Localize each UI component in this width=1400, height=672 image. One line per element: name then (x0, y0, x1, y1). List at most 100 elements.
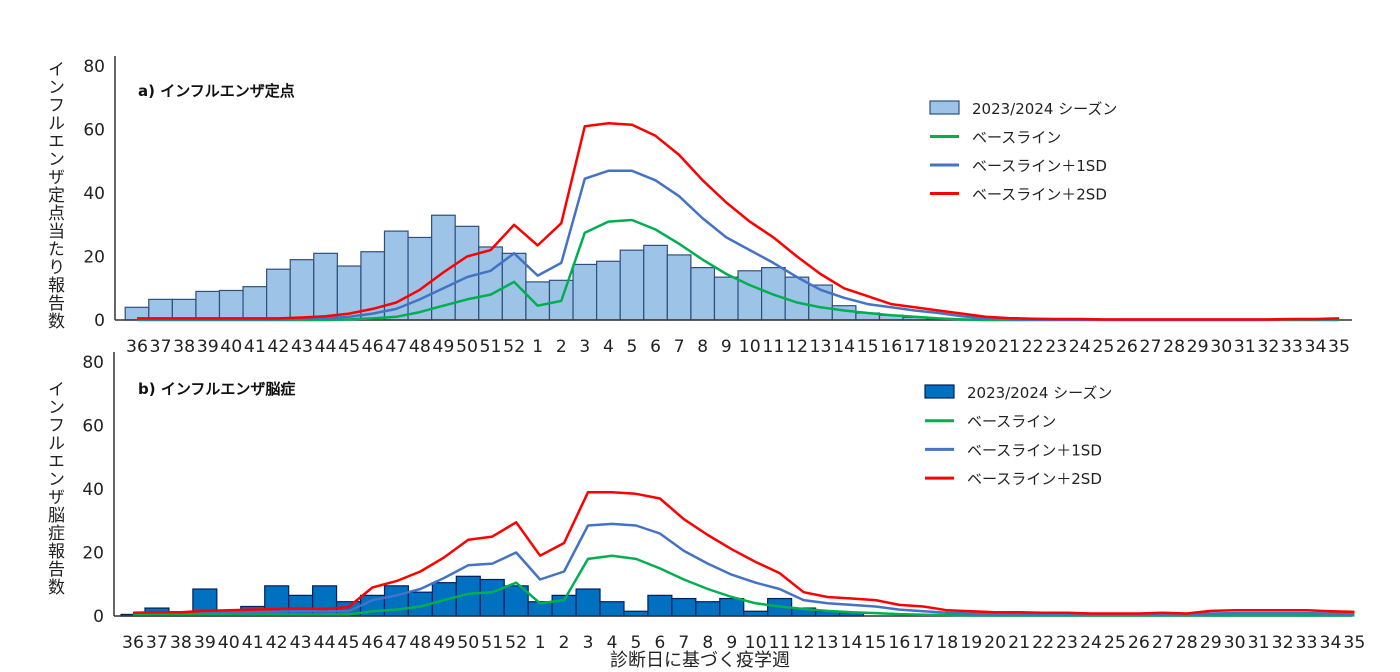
x-tick-label: 49 (432, 337, 454, 357)
x-tick-label: 39 (194, 633, 216, 653)
bar-week-3 (575, 588, 601, 617)
bar-week-43 (288, 594, 314, 617)
x-tick-label: 26 (1116, 337, 1138, 357)
bar-week-38 (171, 298, 197, 321)
bar-week-6 (647, 594, 673, 617)
legend-swatch-bar (924, 384, 955, 399)
x-tick-label: 2 (556, 337, 567, 357)
line-series-baseline-2sd (132, 490, 1355, 615)
x-tick-label: 51 (481, 633, 503, 653)
x-tick-label: 26 (1128, 633, 1150, 653)
x-tick-label: 29 (1187, 337, 1209, 357)
x-tick-label: 17 (912, 633, 934, 653)
bar-week-47 (383, 585, 410, 617)
x-tick-label: 24 (1069, 337, 1091, 357)
bar-week-37 (148, 298, 173, 321)
bar-week-43 (289, 259, 315, 321)
x-tick-label: 37 (146, 633, 168, 653)
bar-week-48 (407, 236, 433, 321)
x-tick-label: 30 (1224, 633, 1246, 653)
bar-week-10 (737, 270, 763, 321)
legend-label: ベースライン (972, 129, 1061, 147)
x-tick-label: 51 (480, 337, 502, 357)
x-tick-label: 1 (535, 633, 546, 653)
x-tick-label: 15 (857, 337, 879, 357)
x-tick-label: 10 (739, 337, 761, 357)
x-tick-label: 20 (984, 633, 1006, 653)
x-tick-label: 7 (674, 337, 685, 357)
legend-label: ベースライン (967, 413, 1056, 431)
x-tick-label: 4 (607, 633, 618, 653)
x-tick-label: 16 (888, 633, 910, 653)
x-tick-label: 36 (122, 633, 144, 653)
x-tick-label: 19 (951, 337, 973, 357)
x-tick-label: 18 (936, 633, 958, 653)
x-tick-label: 13 (817, 633, 839, 653)
x-tick-label: 41 (242, 633, 264, 653)
x-tick-label: 23 (1045, 337, 1067, 357)
x-tick-label: 38 (173, 337, 195, 357)
bar-week-9 (713, 276, 739, 321)
x-tick-label: 13 (810, 337, 832, 357)
x-tick-label: 16 (880, 337, 902, 357)
x-tick-label: 1 (532, 337, 543, 357)
bar-week-44 (313, 252, 338, 321)
x-tick-label: 48 (409, 633, 431, 653)
x-tick-label: 30 (1210, 337, 1232, 357)
y-tick-label: 80 (82, 353, 104, 373)
bar-week-39 (195, 290, 221, 321)
bar-week-50 (454, 225, 480, 321)
legend-label: ベースライン＋1SD (967, 441, 1102, 459)
x-tick-label: 34 (1305, 337, 1327, 357)
x-tick-label: 6 (654, 633, 665, 653)
legend-label: ベースライン＋2SD (967, 470, 1102, 488)
x-tick-label: 22 (1022, 337, 1044, 357)
bar-week-42 (266, 268, 291, 321)
x-tick-label: 4 (603, 337, 614, 357)
y-tick-label: 20 (82, 544, 104, 564)
x-tick-label: 31 (1248, 633, 1270, 653)
x-tick-label: 3 (583, 633, 594, 653)
chart-title-a: a) インフルエンザ定点 (138, 82, 295, 100)
x-tick-label: 34 (1320, 633, 1342, 653)
x-tick-label: 27 (1140, 337, 1162, 357)
x-tick-label: 33 (1281, 337, 1303, 357)
x-tick-label: 35 (1328, 337, 1350, 357)
y-axis-label-a: インフルエンザ定点当たり報告数 (44, 60, 64, 330)
bar-week-3 (572, 263, 598, 321)
bar-week-9 (719, 597, 745, 617)
x-tick-label: 29 (1200, 633, 1222, 653)
x-axis-label: 診断日に基づく疫学週 (610, 650, 790, 671)
y-tick-label: 20 (83, 248, 105, 268)
y-tick-label: 0 (93, 607, 104, 627)
x-tick-label: 8 (702, 633, 713, 653)
x-tick-label: 36 (126, 337, 148, 357)
bar-week-6 (643, 244, 668, 321)
legend-label: ベースライン＋1SD (972, 157, 1107, 175)
bar-week-51 (478, 246, 503, 321)
x-tick-label: 28 (1176, 633, 1198, 653)
x-tick-label: 20 (975, 337, 997, 357)
bar-week-8 (690, 267, 716, 321)
x-tick-label: 39 (197, 337, 219, 357)
line-series-baseline-2sd (137, 121, 1340, 321)
x-tick-label: 18 (927, 337, 949, 357)
x-tick-label: 14 (841, 633, 863, 653)
x-tick-label: 5 (631, 633, 642, 653)
bar-week-4 (599, 601, 625, 617)
bar-week-7 (671, 597, 697, 617)
x-tick-label: 52 (505, 633, 527, 653)
x-tick-label: 32 (1272, 633, 1294, 653)
x-tick-label: 40 (220, 337, 242, 357)
chart-title-b: b) インフルエンザ脳症 (138, 380, 295, 398)
x-tick-label: 33 (1296, 633, 1318, 653)
x-tick-label: 44 (314, 633, 336, 653)
bar-week-7 (666, 254, 692, 321)
y-tick-label: 80 (83, 57, 105, 77)
x-tick-label: 21 (998, 337, 1020, 357)
bar-week-4 (596, 260, 621, 321)
x-tick-label: 25 (1092, 337, 1114, 357)
x-tick-label: 9 (726, 633, 737, 653)
x-tick-label: 41 (244, 337, 266, 357)
x-tick-label: 14 (833, 337, 855, 357)
